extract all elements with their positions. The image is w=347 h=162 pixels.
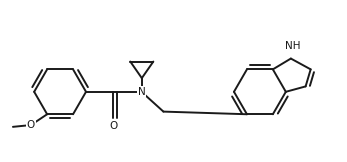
- Text: NH: NH: [285, 41, 301, 51]
- Text: O: O: [27, 120, 35, 130]
- Text: O: O: [109, 121, 117, 131]
- Text: N: N: [138, 87, 146, 97]
